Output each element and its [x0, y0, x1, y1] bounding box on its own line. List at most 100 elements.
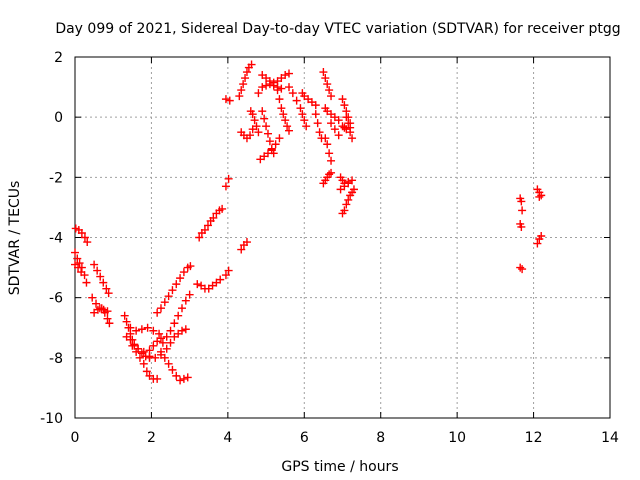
data-point	[156, 304, 165, 313]
data-point	[181, 296, 190, 305]
data-point	[172, 280, 181, 289]
data-point	[93, 305, 102, 314]
data-point	[139, 347, 148, 356]
data-point	[298, 110, 307, 119]
data-point	[323, 80, 332, 89]
data-point	[168, 365, 177, 374]
data-point	[174, 311, 183, 320]
data-point	[285, 126, 293, 135]
data-point	[344, 119, 353, 128]
data-point	[193, 280, 202, 289]
data-point	[100, 308, 109, 317]
data-point	[239, 80, 248, 89]
data-point	[162, 344, 171, 353]
data-point	[311, 101, 320, 110]
y-axis-label: SDTVAR / TECUs	[7, 181, 23, 296]
data-point	[168, 286, 177, 295]
data-point	[516, 263, 525, 272]
data-point	[137, 325, 146, 334]
data-point	[342, 200, 351, 209]
x-tick-label: 4	[223, 430, 232, 446]
data-point	[122, 317, 131, 326]
data-point	[153, 308, 162, 317]
data-point	[99, 278, 108, 287]
data-point	[142, 367, 151, 376]
data-point	[151, 353, 160, 362]
data-point	[224, 266, 233, 275]
data-point	[237, 245, 246, 254]
data-point	[158, 338, 167, 347]
data-point	[537, 191, 546, 200]
data-point	[139, 359, 148, 368]
data-point	[300, 116, 309, 125]
data-point	[327, 168, 336, 177]
data-point	[330, 125, 339, 134]
data-point	[321, 74, 330, 83]
data-point	[269, 78, 278, 87]
x-tick-label: 0	[71, 430, 80, 446]
data-point	[279, 110, 288, 119]
data-point	[126, 323, 135, 332]
data-point	[285, 83, 293, 92]
data-point	[178, 304, 186, 313]
data-point	[153, 374, 162, 383]
data-point	[263, 129, 272, 138]
data-points	[71, 60, 546, 385]
data-point	[102, 284, 111, 293]
data-point	[344, 195, 353, 204]
data-point	[517, 222, 526, 231]
data-point	[183, 373, 192, 382]
data-point	[172, 371, 181, 380]
data-point	[80, 233, 89, 242]
data-point	[145, 346, 154, 355]
data-point	[535, 192, 544, 201]
data-point	[195, 233, 204, 242]
data-point	[143, 323, 152, 332]
data-point	[203, 221, 212, 230]
data-point	[164, 292, 173, 301]
data-point	[126, 335, 135, 344]
y-tick-label: -4	[49, 231, 63, 247]
data-point	[262, 122, 271, 131]
data-point	[130, 340, 139, 349]
data-point	[325, 86, 334, 95]
data-point	[221, 182, 230, 191]
data-point	[105, 319, 114, 328]
x-tick-label: 10	[448, 430, 466, 446]
data-point	[348, 134, 357, 143]
data-point	[235, 92, 244, 101]
data-point	[292, 96, 301, 105]
data-point	[74, 263, 83, 272]
data-point	[92, 299, 101, 308]
y-tick-label: -10	[40, 411, 63, 427]
data-point	[349, 185, 358, 194]
data-point	[517, 197, 526, 206]
data-point	[248, 110, 257, 119]
x-tick-label: 12	[525, 430, 543, 446]
data-point	[302, 122, 311, 131]
y-tick-label: -8	[49, 351, 63, 367]
data-point	[96, 272, 105, 281]
data-point	[315, 128, 324, 137]
data-point	[340, 206, 349, 215]
x-tick-label: 14	[601, 430, 619, 446]
data-point	[281, 116, 290, 125]
data-point	[271, 140, 280, 149]
data-point	[83, 238, 92, 247]
data-point	[252, 122, 261, 131]
data-point	[128, 341, 137, 350]
data-point	[258, 83, 267, 92]
data-point	[254, 89, 263, 98]
data-point	[327, 156, 336, 165]
data-point	[178, 326, 186, 335]
data-point	[267, 146, 276, 155]
data-point	[311, 110, 320, 119]
data-point	[104, 289, 113, 298]
data-point	[265, 77, 274, 86]
data-point	[170, 319, 179, 328]
data-point	[132, 326, 141, 335]
data-point	[283, 122, 292, 131]
data-point	[186, 262, 195, 271]
data-point	[164, 359, 173, 368]
data-point	[77, 268, 86, 277]
